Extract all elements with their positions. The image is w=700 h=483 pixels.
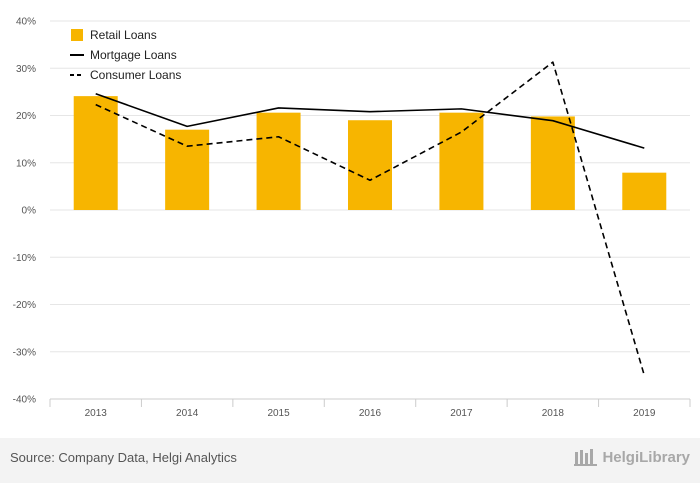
bar-retail-loans-2017 <box>439 112 484 210</box>
y-tick-label: 20% <box>16 111 36 122</box>
x-tick-label: 2016 <box>359 408 382 419</box>
footer: Source: Company Data, Helgi Analytics He… <box>0 438 700 483</box>
x-tick-label: 2017 <box>450 408 473 419</box>
brand-logo[interactable]: HelgiLibrary <box>574 448 690 466</box>
legend-swatch-retail-loans <box>71 29 83 41</box>
x-axis: 2013 2014 2015 2016 2017 2018 2019 <box>49 398 691 419</box>
bar-retail-loans-2018 <box>530 116 575 210</box>
library-icon <box>574 449 598 466</box>
bar-retail-loans-2019 <box>622 172 667 210</box>
line-series <box>95 61 646 376</box>
chart-area: 40%30%20%10%0%-10%-20%-30%-40% 2013 2014 2… <box>13 17 691 419</box>
y-tick-label: -10% <box>13 253 36 264</box>
x-tick-label: 2013 <box>85 408 108 419</box>
line-consumer-loans <box>95 61 646 376</box>
x-tick-label: 2018 <box>542 408 565 419</box>
y-tick-label: -40% <box>13 395 36 406</box>
bar-retail-loans-2014 <box>165 129 210 210</box>
legend-label-mortgage-loans[interactable]: Mortgage Loans <box>90 48 177 62</box>
legend: Retail Loans Mortgage Loans Consumer Loans <box>70 28 181 82</box>
y-tick-label: -20% <box>13 300 36 311</box>
y-axis: 40% 30% 20% 10% 0% -10% -20% -30% -40% <box>13 17 36 406</box>
legend-label-consumer-loans[interactable]: Consumer Loans <box>90 68 181 82</box>
bar-retail-loans-2013 <box>73 96 118 210</box>
y-tick-label: 30% <box>16 64 36 75</box>
source-note: Source: Company Data, Helgi Analytics <box>10 450 237 465</box>
y-tick-label: 10% <box>16 158 36 169</box>
y-tick-label: -30% <box>13 347 36 358</box>
x-tick-label: 2014 <box>176 408 199 419</box>
x-tick-label: 2019 <box>633 408 656 419</box>
bar-retail-loans-2015 <box>256 112 301 210</box>
brand-name: HelgiLibrary <box>602 448 690 466</box>
legend-label-retail-loans[interactable]: Retail Loans <box>90 28 157 42</box>
bar-retail-loans-2016 <box>348 120 392 210</box>
retail-loans-bars <box>73 96 667 210</box>
x-tick-label: 2015 <box>267 408 290 419</box>
line-mortgage-loans <box>95 93 645 149</box>
y-tick-label: 40% <box>16 17 36 28</box>
y-tick-label: 0% <box>22 206 37 217</box>
